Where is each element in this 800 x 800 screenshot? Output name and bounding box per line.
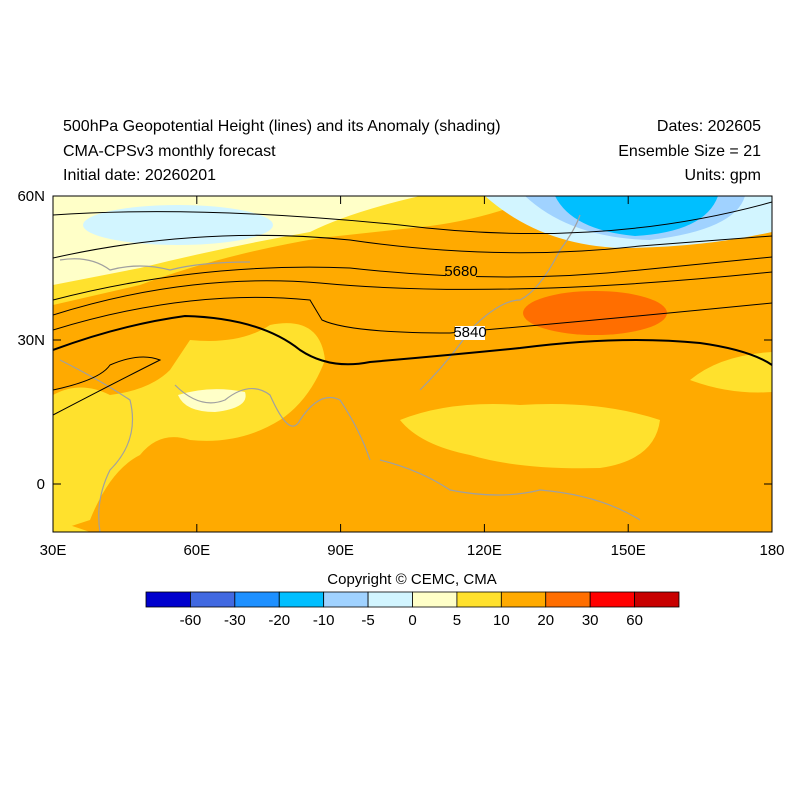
colorbar-box <box>367 591 413 608</box>
x-tick-label: 150E <box>611 542 646 559</box>
height-contours <box>53 201 772 416</box>
coastline-africa <box>59 359 134 532</box>
shade-0-5-india <box>178 389 246 412</box>
anomaly-shading <box>53 196 772 532</box>
colorbar-label: 5 <box>453 612 461 629</box>
colorbar-box <box>412 591 458 608</box>
contour-line <box>53 271 772 316</box>
contour-label-bg <box>455 326 485 340</box>
y-tick-label: 60N <box>17 188 45 205</box>
y-tick-label: 30N <box>17 332 45 349</box>
coastline-south-asia <box>174 384 371 461</box>
coastlines <box>59 214 641 532</box>
dates-label: Dates: 202605 <box>656 118 761 135</box>
contour-line <box>53 256 772 301</box>
contour-label-5840: 5840 <box>453 324 486 341</box>
x-tick-label: 120E <box>467 542 502 559</box>
colorbar-box <box>278 591 325 608</box>
contour-line <box>53 234 772 259</box>
x-tick-label: 180 <box>759 542 784 559</box>
colorbar-label: -20 <box>268 612 290 629</box>
colorbar-box <box>545 591 591 608</box>
colorbar-box <box>456 591 502 608</box>
colorbar-box <box>589 591 635 608</box>
colorbar: -60 -30 -20 -10 -5 0 5 10 20 30 60 <box>145 591 680 629</box>
contour-line <box>53 356 162 416</box>
contour-line <box>53 201 772 235</box>
shade-20-30 <box>523 291 667 335</box>
colorbar-label: -60 <box>180 612 202 629</box>
x-tick-label: 90E <box>327 542 354 559</box>
y-tick-label: 0 <box>37 476 45 493</box>
title-line-2: CMA-CPSv3 monthly forecast <box>63 143 276 160</box>
ensemble-size-label: Ensemble Size = 21 <box>618 143 761 160</box>
colorbar-label: 0 <box>408 612 416 629</box>
colorbar-label: 20 <box>537 612 554 629</box>
axis-ticks <box>52 195 773 532</box>
colorbar-box <box>500 591 547 608</box>
coastline-maritime <box>379 459 641 521</box>
copyright-text: Copyright © CEMC, CMA <box>327 571 496 588</box>
coastline-east-asia <box>419 214 581 391</box>
shade-neg5-0 <box>83 205 273 245</box>
colorbar-box <box>634 591 680 608</box>
shade-neg20-neg10 <box>555 196 718 236</box>
shade-5-10-east <box>690 352 772 393</box>
map-frame <box>52 195 773 533</box>
title-line-1: 500hPa Geopotential Height (lines) and i… <box>63 118 501 135</box>
colorbar-label: -10 <box>313 612 335 629</box>
shade-5-10-bottom-left <box>53 520 90 532</box>
axis-labels: 30E 60E 90E 120E 150E 180 60N 30N 0 <box>17 188 784 559</box>
coastline-north-asia <box>59 258 251 271</box>
contour-line <box>53 296 772 334</box>
colorbar-box <box>234 591 280 608</box>
colorbar-label: 60 <box>626 612 643 629</box>
colorbar-label: -30 <box>224 612 246 629</box>
shade-5-10-india <box>53 323 325 532</box>
shade-5-10-pacific <box>400 404 660 469</box>
contour-label-bg <box>446 264 476 278</box>
colorbar-box <box>190 591 236 608</box>
x-tick-label: 60E <box>183 542 210 559</box>
colorbar-box <box>323 591 369 608</box>
colorbar-box <box>145 591 191 608</box>
x-tick-label: 30E <box>40 542 67 559</box>
colorbar-label: 10 <box>493 612 510 629</box>
title-line-3: Initial date: 20260201 <box>63 167 217 184</box>
units-label: Units: gpm <box>684 167 761 184</box>
colorbar-label: 30 <box>582 612 599 629</box>
colorbar-label: -5 <box>361 612 374 629</box>
contour-label-5680: 5680 <box>444 263 477 280</box>
contour-line-thick <box>53 314 772 366</box>
